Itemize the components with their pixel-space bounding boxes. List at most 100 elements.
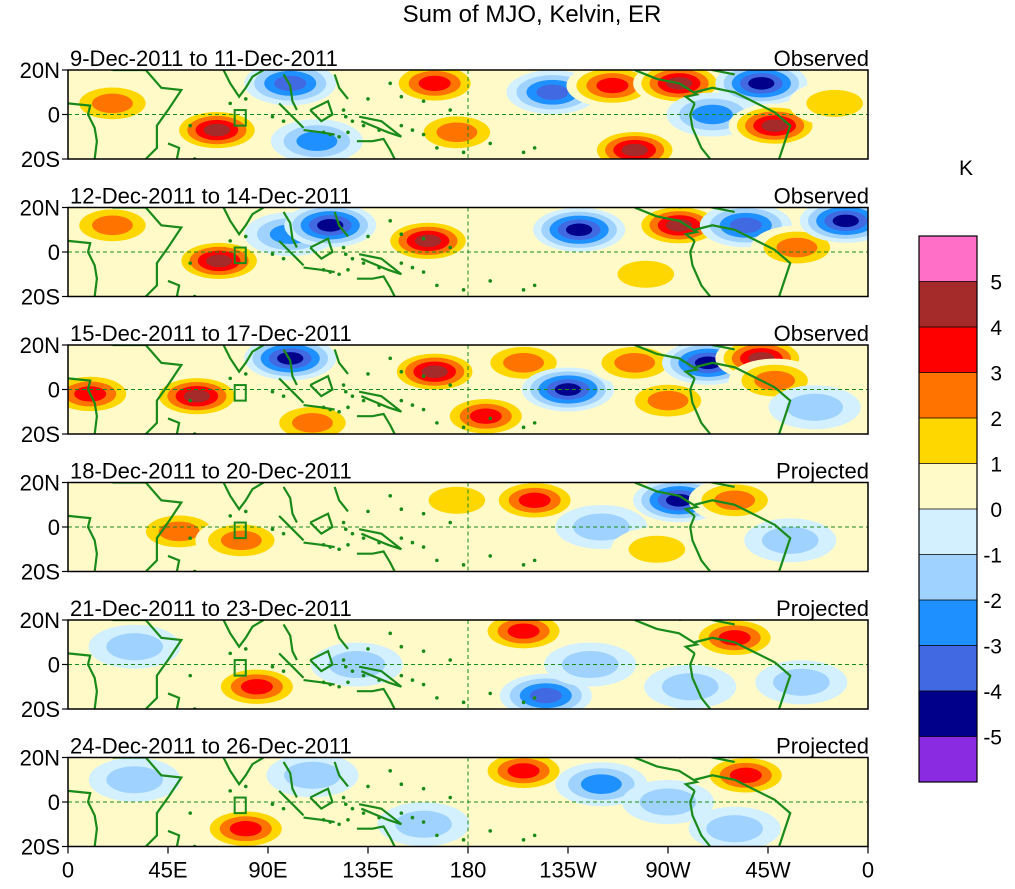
panel-date-range: 24-Dec-2011 to 26-Dec-2011 <box>70 734 352 759</box>
island <box>421 236 426 241</box>
island <box>350 394 355 398</box>
anomaly-field <box>68 345 868 434</box>
coastline <box>333 211 349 238</box>
island <box>532 696 537 700</box>
anomaly-contour <box>596 77 629 94</box>
coastline <box>694 636 792 709</box>
anomaly-contour <box>580 774 622 794</box>
panel-status: Projected <box>776 596 869 621</box>
anomaly-contour <box>661 673 719 701</box>
colorbar-unit: K <box>959 157 973 180</box>
region-box <box>233 521 247 540</box>
island <box>461 288 466 292</box>
colorbar-swatch <box>919 691 977 737</box>
island <box>488 416 493 421</box>
island <box>521 838 526 842</box>
island <box>435 283 439 288</box>
anomaly-contour <box>507 623 540 639</box>
anomaly-contour <box>158 521 200 542</box>
coastline <box>167 829 181 847</box>
island <box>366 647 370 651</box>
y-tick-label: 0 <box>48 515 60 540</box>
y-tick-label: 20N <box>20 196 60 221</box>
island <box>399 644 404 649</box>
anomaly-contour <box>395 810 452 838</box>
coastline <box>689 102 712 159</box>
island <box>388 81 393 86</box>
island <box>448 795 453 800</box>
island <box>321 268 326 272</box>
island <box>243 784 248 789</box>
coastline <box>282 623 298 661</box>
coastline <box>309 787 334 811</box>
island <box>399 507 404 512</box>
island <box>399 536 404 540</box>
anomaly-contour <box>92 93 133 114</box>
y-tick-label: 20S <box>21 422 60 447</box>
anomaly-contour <box>665 219 693 232</box>
y-tick-label: 0 <box>48 378 60 403</box>
island <box>410 678 415 682</box>
panel-date-range: 12-Dec-2011 to 14-Dec-2011 <box>70 184 352 209</box>
island <box>435 833 439 838</box>
panel-status: Projected <box>776 734 869 759</box>
anomaly-contour <box>706 815 763 843</box>
anomaly-contour <box>729 217 762 233</box>
region-box <box>233 796 247 815</box>
coastline <box>278 240 305 267</box>
island <box>521 288 526 292</box>
island <box>228 101 233 106</box>
island <box>488 279 493 283</box>
x-tick-label: 135E <box>342 858 393 883</box>
island <box>377 815 381 820</box>
island <box>461 838 466 842</box>
island <box>228 651 233 656</box>
colorbar-label: -3 <box>983 636 1002 659</box>
island <box>448 245 453 250</box>
island <box>388 494 393 498</box>
island <box>321 680 326 685</box>
region-box <box>233 109 247 127</box>
island <box>488 141 493 146</box>
anomaly-contour <box>414 234 442 248</box>
coastline <box>282 348 298 386</box>
coastline <box>167 554 181 572</box>
y-tick-label: 20N <box>20 333 60 358</box>
panel-date-range: 18-Dec-2011 to 20-Dec-2011 <box>70 459 352 484</box>
island <box>361 261 366 265</box>
island <box>270 664 275 669</box>
coastline <box>112 345 184 434</box>
island <box>521 150 526 155</box>
island <box>337 822 341 827</box>
panel-date-range: 21-Dec-2011 to 23-Dec-2011 <box>70 596 352 621</box>
y-tick-label: 20S <box>21 697 60 722</box>
coastline <box>278 102 305 129</box>
island <box>243 647 248 651</box>
coastline <box>222 757 265 787</box>
island <box>366 234 370 239</box>
y-tick-label: 20S <box>21 285 60 310</box>
island <box>188 123 193 128</box>
anomaly-contour <box>614 353 656 373</box>
colorbar-swatch <box>919 600 977 646</box>
anomaly-contour <box>428 486 486 514</box>
anomaly-contour <box>229 821 262 837</box>
island <box>361 123 366 128</box>
coastline <box>68 377 99 434</box>
y-tick-label: 0 <box>48 103 60 128</box>
coastline <box>333 624 349 650</box>
anomaly-contour <box>469 408 502 424</box>
anomaly-contour <box>621 143 648 157</box>
panel-status: Observed <box>774 46 869 71</box>
coastline <box>309 237 334 261</box>
island <box>421 649 426 653</box>
island <box>188 536 193 540</box>
island <box>281 256 286 261</box>
coastline <box>309 99 334 123</box>
island <box>281 806 286 811</box>
coastline <box>689 377 712 434</box>
coastline <box>282 761 298 799</box>
island <box>437 574 441 578</box>
island <box>361 536 366 540</box>
